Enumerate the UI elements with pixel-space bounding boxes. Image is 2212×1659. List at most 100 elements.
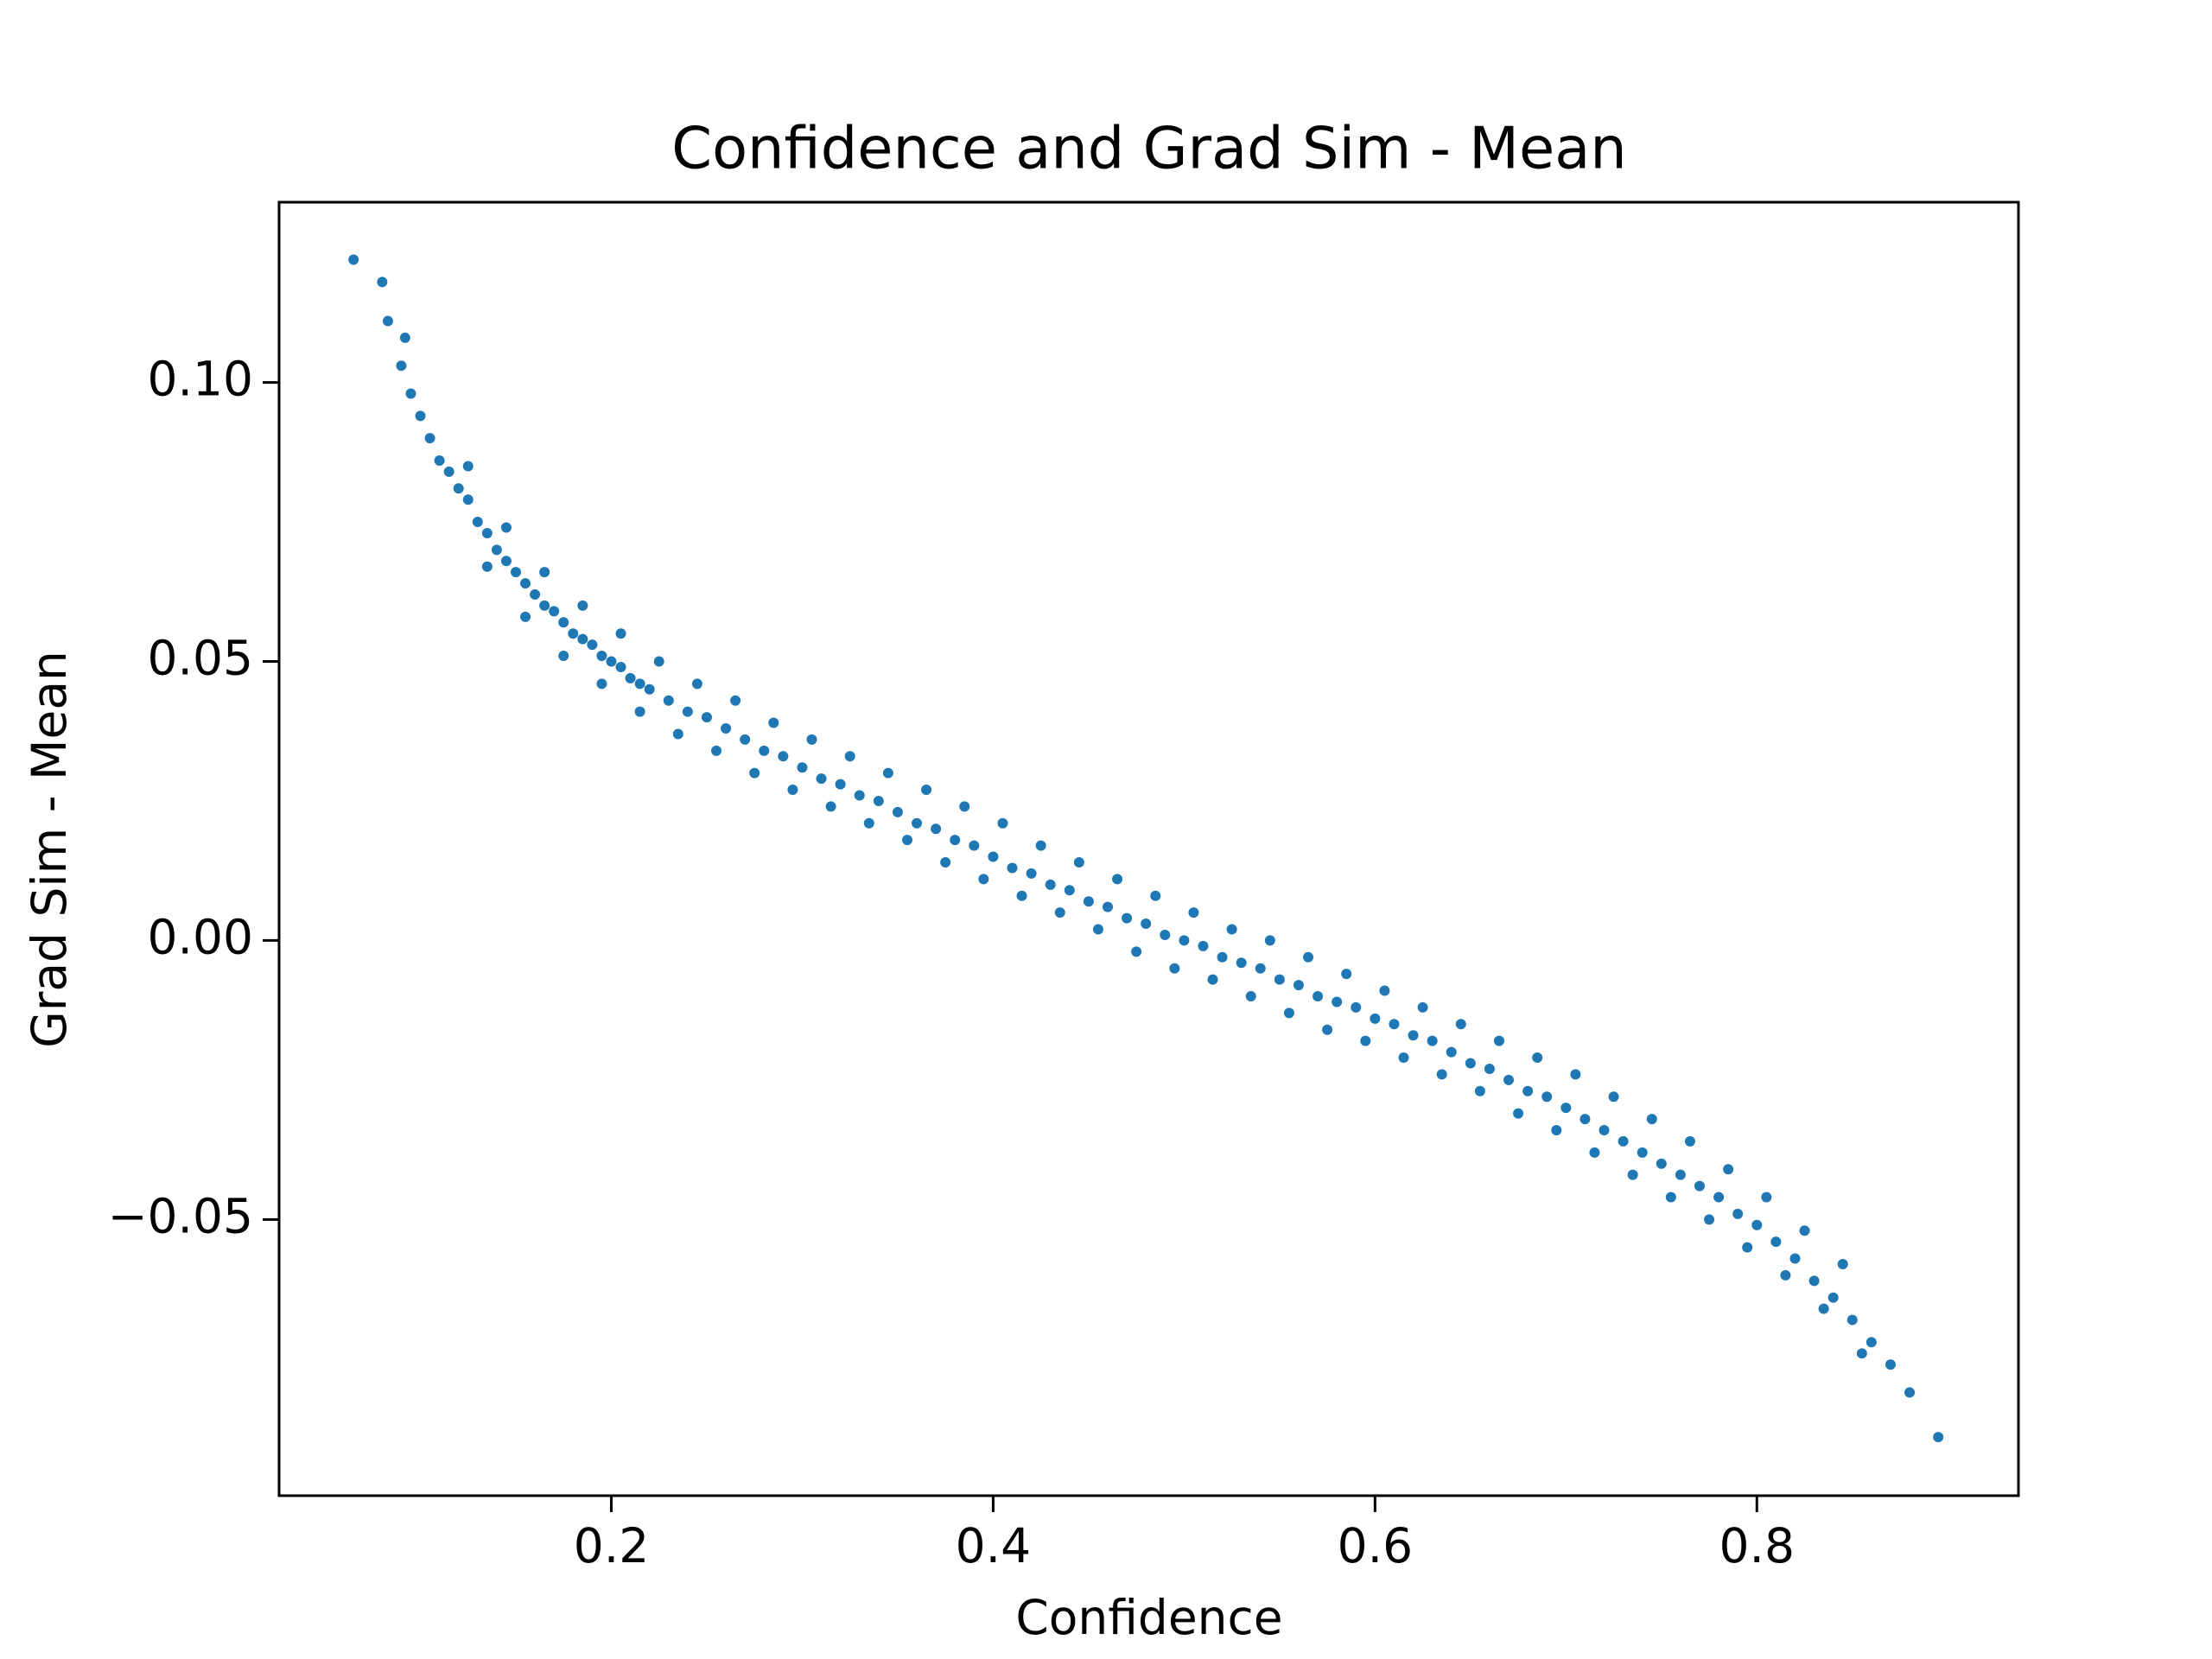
point xyxy=(1370,1013,1381,1024)
point xyxy=(558,617,569,628)
point xyxy=(1198,940,1209,951)
point xyxy=(615,628,626,639)
plot-frame xyxy=(277,200,2020,1497)
point xyxy=(701,712,712,723)
point xyxy=(1236,957,1247,969)
point xyxy=(1207,974,1218,985)
point xyxy=(759,745,770,756)
point xyxy=(399,332,410,343)
point xyxy=(596,651,607,662)
point xyxy=(1551,1124,1562,1135)
point xyxy=(1293,980,1304,991)
point xyxy=(1684,1135,1695,1147)
point xyxy=(653,656,664,667)
point xyxy=(530,589,541,601)
point xyxy=(740,734,751,745)
point xyxy=(1646,1114,1657,1125)
point xyxy=(558,651,569,662)
point xyxy=(1007,862,1018,874)
point xyxy=(1351,1001,1362,1013)
point xyxy=(481,561,493,572)
point xyxy=(520,578,531,589)
point xyxy=(1780,1269,1791,1281)
point xyxy=(1856,1348,1867,1359)
point xyxy=(1313,990,1324,1001)
point xyxy=(1283,1007,1294,1019)
point xyxy=(382,315,393,327)
point xyxy=(500,522,512,533)
point xyxy=(1092,924,1103,935)
point xyxy=(882,767,893,779)
point xyxy=(615,661,626,672)
point xyxy=(1541,1091,1553,1103)
point xyxy=(1188,907,1199,918)
point xyxy=(959,801,970,812)
point xyxy=(1847,1314,1858,1325)
point xyxy=(1618,1135,1629,1147)
point xyxy=(549,606,560,617)
point xyxy=(1141,918,1152,930)
point xyxy=(1799,1225,1810,1236)
point xyxy=(1608,1091,1619,1103)
y-tick-label: −0.05 xyxy=(107,1188,253,1243)
chart-title: Confidence and Grad Sim - Mean xyxy=(671,115,1626,182)
point xyxy=(1436,1069,1447,1080)
point xyxy=(663,695,674,706)
point xyxy=(1408,1030,1419,1041)
point xyxy=(1522,1085,1534,1096)
y-tick-label: 0.10 xyxy=(148,352,253,407)
point xyxy=(1732,1208,1744,1219)
point xyxy=(462,461,474,472)
point xyxy=(1446,1046,1457,1058)
point xyxy=(921,785,932,796)
point xyxy=(806,734,817,745)
point xyxy=(1245,990,1256,1001)
point xyxy=(491,544,502,556)
point xyxy=(1264,935,1275,946)
point xyxy=(1045,879,1056,890)
point xyxy=(844,751,855,762)
point xyxy=(1035,840,1046,851)
point xyxy=(443,466,454,477)
point xyxy=(1532,1052,1543,1064)
point xyxy=(606,656,617,667)
point xyxy=(1255,963,1266,974)
point xyxy=(1398,1052,1409,1064)
point xyxy=(1675,1169,1686,1180)
point xyxy=(892,806,903,817)
point xyxy=(1150,890,1161,901)
point xyxy=(1751,1219,1763,1230)
points xyxy=(348,254,1944,1443)
point xyxy=(1589,1147,1600,1158)
point xyxy=(1904,1387,1916,1398)
point xyxy=(472,517,483,528)
point xyxy=(1217,951,1228,963)
point xyxy=(825,801,836,812)
point xyxy=(625,672,636,683)
point xyxy=(1818,1303,1829,1314)
point xyxy=(672,728,683,740)
point xyxy=(596,678,607,690)
point xyxy=(644,683,655,695)
point xyxy=(1274,974,1285,985)
point xyxy=(950,835,961,846)
point xyxy=(1580,1114,1591,1125)
y-tick-label: 0.00 xyxy=(148,910,253,965)
point xyxy=(816,773,827,785)
point xyxy=(978,874,989,885)
x-tick-label: 0.6 xyxy=(1338,1518,1413,1573)
point xyxy=(940,856,951,868)
point xyxy=(481,527,493,538)
point xyxy=(539,567,550,578)
point xyxy=(1570,1069,1581,1080)
point xyxy=(1322,1024,1333,1035)
point xyxy=(377,276,388,288)
point xyxy=(1122,912,1133,924)
point xyxy=(1723,1164,1734,1175)
point xyxy=(1054,907,1065,918)
point xyxy=(1885,1359,1896,1370)
point xyxy=(1102,901,1113,912)
point xyxy=(1742,1242,1753,1253)
point xyxy=(1627,1169,1638,1180)
